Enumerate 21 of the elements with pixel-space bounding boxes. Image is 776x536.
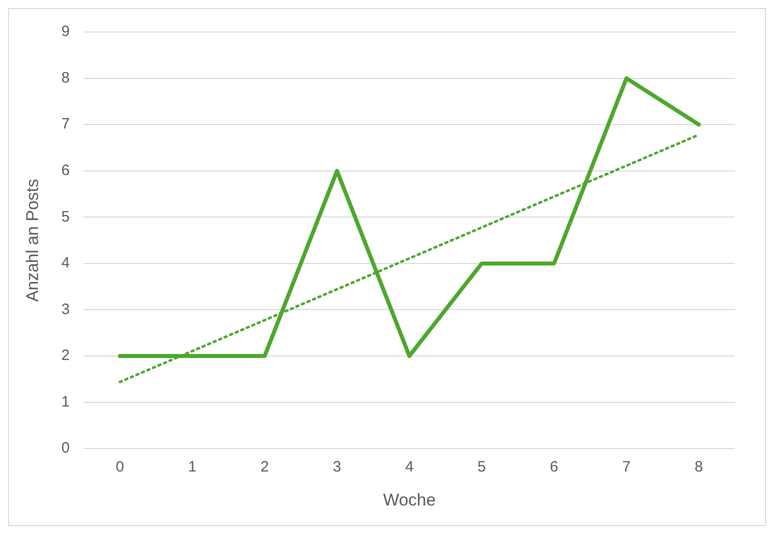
y-tick-label: 4	[61, 254, 70, 272]
y-tick-label: 1	[61, 393, 70, 410]
y-tick-label: 9	[61, 23, 70, 40]
y-tick-label: 6	[61, 162, 70, 180]
x-tick-label: 3	[332, 458, 342, 476]
x-tick-label: 0	[116, 458, 124, 476]
y-tick-label: 2	[61, 347, 70, 364]
y-tick-label: 7	[61, 116, 70, 133]
x-tick-label: 1	[188, 458, 196, 476]
x-tick-label: 8	[694, 458, 703, 476]
y-tick-label: 3	[61, 300, 70, 318]
x-tick-label: 5	[478, 458, 486, 476]
x-tick-label: 6	[550, 458, 558, 476]
y-tick-label: 5	[61, 208, 70, 226]
x-tick-label: 2	[260, 458, 269, 476]
y-tick-label: 8	[61, 69, 70, 86]
x-tick-label: 4	[405, 458, 414, 476]
x-tick-label: 7	[622, 458, 631, 476]
y-tick-label: 0	[61, 440, 70, 457]
x-axis-title: Woche	[383, 490, 436, 510]
y-axis-title: Anzahl an Posts	[22, 178, 42, 302]
